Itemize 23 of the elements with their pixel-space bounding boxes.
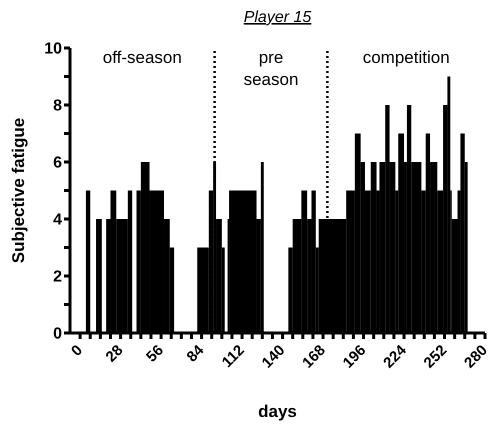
annotation: off-season <box>102 48 182 67</box>
x-tick-label: 196 <box>340 342 370 372</box>
x-tick-label: 140 <box>258 342 288 372</box>
annotation: competition <box>362 48 450 67</box>
y-tick-label: 0 <box>53 326 62 343</box>
y-tick-label: 8 <box>53 98 62 115</box>
x-tick-label: 84 <box>184 341 208 366</box>
x-tick-label: 0 <box>68 342 86 360</box>
x-tick-label: 168 <box>299 342 329 372</box>
y-tick-label: 10 <box>44 40 62 58</box>
x-tick-label: 28 <box>102 342 126 366</box>
x-tick-label: 56 <box>143 342 167 366</box>
y-axis-title: Subjective fatigue <box>9 118 28 264</box>
annotation: pre season <box>244 48 298 89</box>
x-tick-label: 280 <box>461 342 491 372</box>
x-axis-title: days <box>258 402 297 421</box>
x-tick-label: 112 <box>218 342 248 371</box>
chart-title: Player 15 <box>244 9 312 26</box>
x-tick-label: 224 <box>380 341 410 372</box>
y-tick-label: 6 <box>53 154 62 172</box>
y-tick-label: 2 <box>53 268 62 286</box>
y-tick-label: 4 <box>53 212 62 229</box>
x-tick-label: 252 <box>420 342 450 372</box>
